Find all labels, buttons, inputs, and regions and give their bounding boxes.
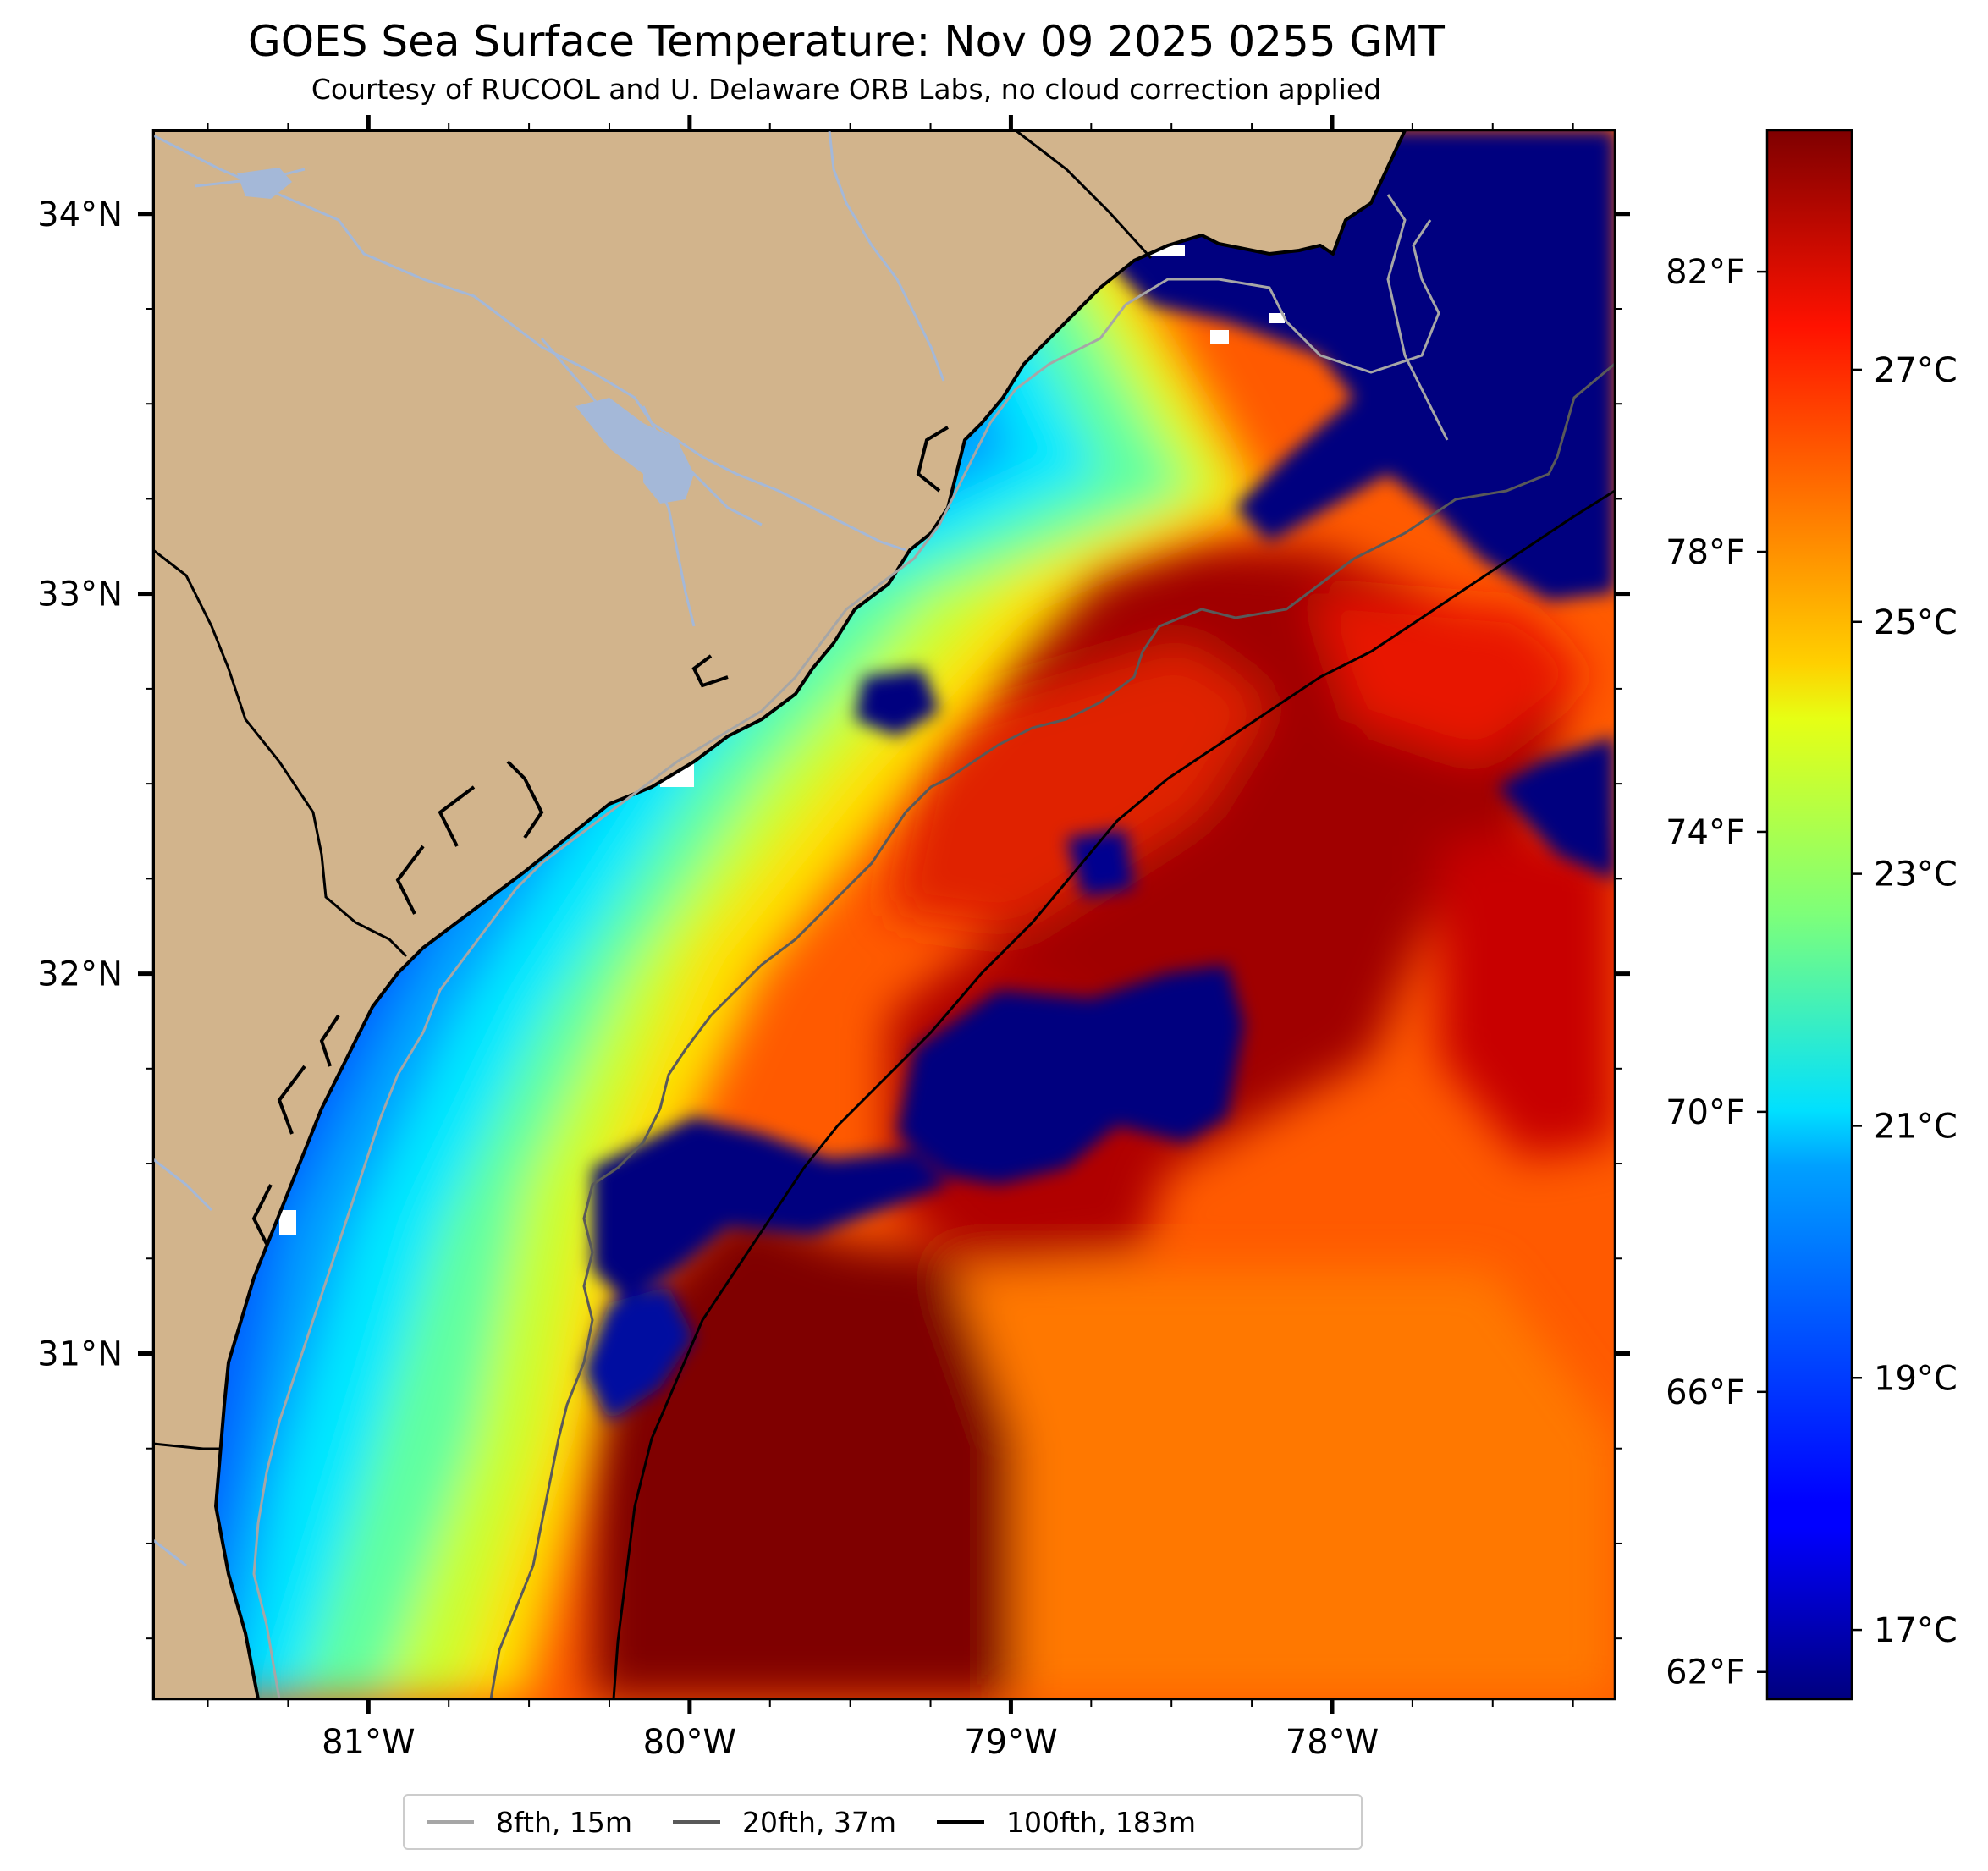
fahrenheit-tick-label: 78°F (1666, 533, 1745, 572)
legend-line-20fth (673, 1819, 721, 1824)
legend-item-8fth: 8fth, 15m (427, 1806, 632, 1839)
lat-tick-label: 33°N (37, 575, 123, 614)
isobath-legend: 8fth, 15m 20fth, 37m 100fth, 183m (403, 1794, 1363, 1850)
isobath-8fth (252, 194, 1449, 1699)
map-title: GOES Sea Surface Temperature: Nov 09 202… (248, 17, 1445, 66)
coastline-inlets (251, 426, 950, 1245)
legend-label-8fth: 8fth, 15m (496, 1805, 633, 1839)
celsius-tick-label: 19°C (1874, 1359, 1958, 1398)
state-border (153, 548, 408, 958)
legend-label-100fth: 100fth, 183m (1006, 1805, 1197, 1839)
celsius-tick-label: 17°C (1874, 1611, 1958, 1650)
lat-tick-label: 32°N (37, 955, 123, 994)
legend-item-20fth: 20fth, 37m (673, 1806, 896, 1839)
state-border-north (1015, 130, 1153, 260)
legend-line-8fth (427, 1819, 474, 1824)
cold-water-patches (584, 130, 1615, 1422)
state-border-south (153, 1442, 222, 1450)
lon-tick-label: 80°W (643, 1723, 736, 1762)
colorbar (1765, 129, 1853, 1701)
map-ticks: 81°W 80°W 79°W 78°W 34°N 33°N 32°N 31°N (37, 115, 1630, 1762)
fahrenheit-tick-label: 70°F (1666, 1093, 1745, 1132)
colorbar-ticks: 27°C 25°C 23°C 21°C 19°C 17°C 82°F 78°F 74°F 70°F… (1666, 253, 1958, 1692)
legend-line-100fth (937, 1819, 985, 1824)
lon-tick-label: 79°W (964, 1723, 1057, 1762)
map-frame (151, 129, 1616, 1701)
lake-wateree (237, 168, 292, 199)
isobath-20fth (489, 362, 1615, 1699)
isobath-100fth (612, 489, 1615, 1699)
map-area (153, 130, 1615, 1699)
fahrenheit-tick-label: 66°F (1666, 1373, 1745, 1412)
celsius-tick-label: 23°C (1874, 856, 1958, 894)
celsius-tick-label: 25°C (1874, 603, 1958, 642)
fahrenheit-tick-label: 82°F (1666, 253, 1745, 292)
legend-label-20fth: 20fth, 37m (742, 1805, 897, 1839)
lake-moultrie (643, 448, 694, 504)
legend-item-100fth: 100fth, 183m (937, 1806, 1196, 1839)
lat-tick-label: 31°N (37, 1334, 123, 1373)
map-subtitle: Courtesy of RUCOOL and U. Delaware ORB L… (311, 73, 1382, 106)
lat-tick-label: 34°N (37, 195, 123, 234)
lon-tick-label: 78°W (1286, 1723, 1379, 1762)
land-mass (153, 130, 1407, 1699)
fahrenheit-tick-label: 62°F (1666, 1654, 1745, 1692)
celsius-tick-label: 27°C (1874, 351, 1958, 390)
lon-tick-label: 81°W (322, 1723, 415, 1762)
celsius-tick-label: 21°C (1874, 1107, 1958, 1146)
fahrenheit-tick-label: 74°F (1666, 813, 1745, 852)
